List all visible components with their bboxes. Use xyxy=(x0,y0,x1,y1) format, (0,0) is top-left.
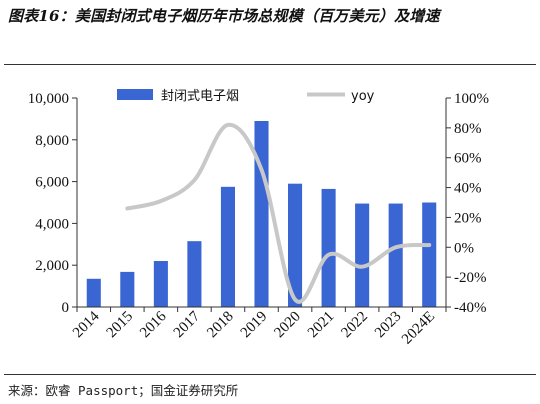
source-divider xyxy=(4,374,536,375)
bar-2021 xyxy=(321,188,336,307)
right-tick-label: 0% xyxy=(454,240,474,256)
x-tick-label-2022: 2022 xyxy=(338,309,371,342)
bar-2017 xyxy=(187,241,202,307)
yoy-line xyxy=(125,122,432,304)
left-tick-label: 4,000 xyxy=(35,216,69,232)
x-tick-label-2019: 2019 xyxy=(238,309,271,342)
legend-bar-swatch xyxy=(117,89,153,100)
left-tick-label: 6,000 xyxy=(35,175,69,191)
right-tick-label: 100% xyxy=(454,91,489,107)
x-tick-label-2018: 2018 xyxy=(204,309,237,342)
source-note: 来源：欧睿 Passport；国金证券研究所 xyxy=(8,383,239,398)
chart-title: 图表16：美国封闭式电子烟历年市场总规模（百万美元）及增速 xyxy=(8,7,440,25)
bar-2014 xyxy=(86,278,101,307)
left-tick-label: 2,000 xyxy=(35,258,69,274)
right-tick-label: 80% xyxy=(454,121,482,137)
left-tick-label: 8,000 xyxy=(35,133,69,149)
right-tick-label: 60% xyxy=(454,151,482,167)
bar-line-chart: 0 2,000 4,000 6,000 8,000 10,000 -40% -20% 0% 20%… xyxy=(28,89,489,348)
bar-2015 xyxy=(120,271,135,307)
x-tick-label-2017: 2017 xyxy=(171,308,204,341)
right-tick-label: -20% xyxy=(454,270,487,286)
bar-2016 xyxy=(153,261,168,307)
bar-2022 xyxy=(355,203,370,307)
bar-2019 xyxy=(254,120,269,307)
left-tick-label: 10,000 xyxy=(28,91,69,107)
right-tick-label: 20% xyxy=(454,210,482,226)
x-tick-label-2020: 2020 xyxy=(271,309,304,342)
bar-2024E xyxy=(422,202,437,307)
bar-2023 xyxy=(388,203,403,307)
left-tick-label: 0 xyxy=(62,300,70,316)
bar-2018 xyxy=(220,186,235,307)
right-tick-label: 40% xyxy=(454,181,482,197)
x-tick-label-2015: 2015 xyxy=(104,309,137,342)
x-tick-label-2021: 2021 xyxy=(305,309,338,342)
right-tick-label: -40% xyxy=(454,300,487,316)
legend-bar-label: 封闭式电子烟 xyxy=(161,89,239,104)
legend-line-label: yoy xyxy=(351,89,375,104)
bar-2020 xyxy=(288,183,303,307)
title-divider xyxy=(4,64,536,65)
x-tick-label-2024E: 2024E xyxy=(399,309,438,348)
x-tick-label-2014: 2014 xyxy=(70,308,103,341)
x-tick-label-2016: 2016 xyxy=(137,308,170,341)
